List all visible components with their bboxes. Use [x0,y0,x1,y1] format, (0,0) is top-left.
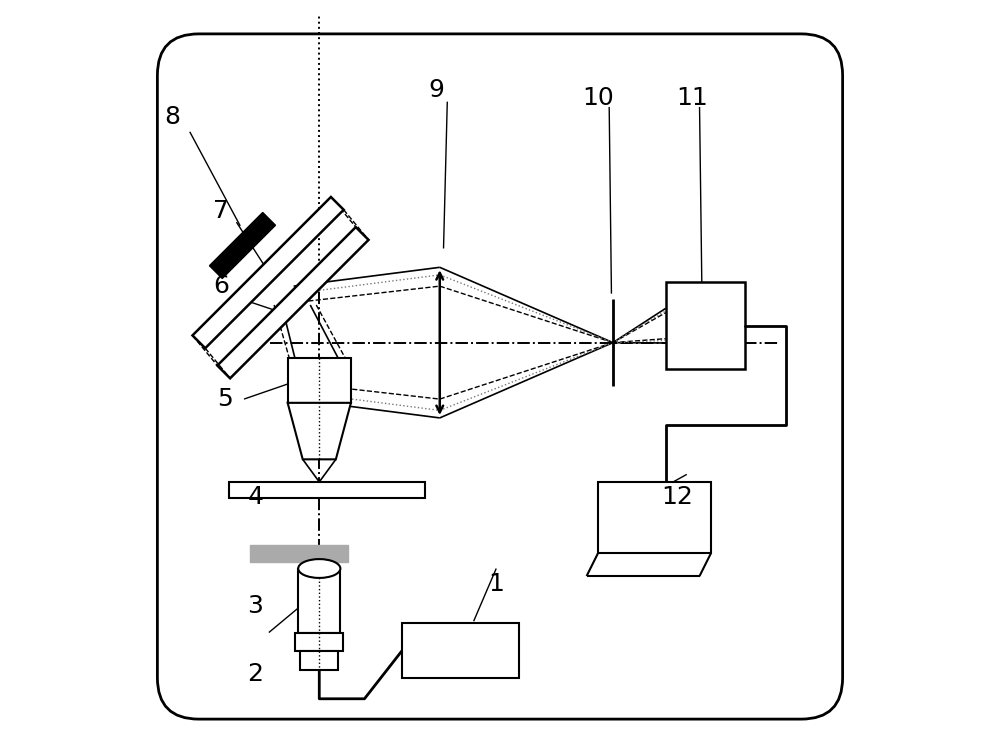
Ellipse shape [298,559,340,578]
Bar [300,651,338,670]
Text: 3: 3 [247,594,263,618]
Text: 1: 1 [488,572,504,596]
Text: 11: 11 [676,86,708,110]
Text: 2: 2 [247,662,263,686]
Bar [666,282,745,369]
Bar [229,482,425,498]
Text: 8: 8 [164,105,180,129]
Text: 5: 5 [217,387,233,411]
Text: 10: 10 [582,86,614,110]
Bar [250,545,348,562]
Polygon shape [192,197,344,348]
Text: 9: 9 [428,78,444,102]
Polygon shape [288,403,351,459]
Text: 4: 4 [247,485,263,509]
Bar [598,482,711,553]
Text: 7: 7 [213,199,229,223]
Bar [288,358,351,403]
Polygon shape [209,212,275,279]
Bar [295,633,343,651]
Polygon shape [217,227,369,378]
Bar [402,623,519,678]
Text: 12: 12 [661,485,693,509]
Text: 6: 6 [213,274,229,298]
Bar [298,569,340,633]
